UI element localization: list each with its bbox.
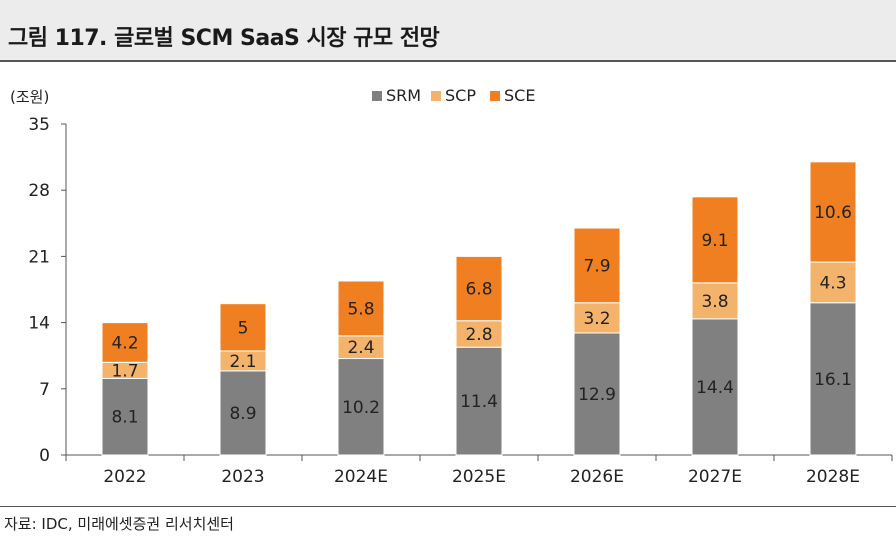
data-label-srm: 11.4 bbox=[460, 392, 498, 412]
data-label-sce: 5 bbox=[238, 318, 249, 338]
y-tick-label: 14 bbox=[28, 314, 50, 334]
y-tick-label: 21 bbox=[28, 247, 50, 267]
data-label-scp: 2.1 bbox=[229, 352, 256, 372]
data-label-srm: 12.9 bbox=[578, 385, 616, 405]
data-label-srm: 8.1 bbox=[111, 408, 138, 428]
bar-scp bbox=[455, 320, 503, 348]
data-label-sce: 9.1 bbox=[701, 231, 728, 251]
legend-label-sce: SCE bbox=[504, 86, 535, 105]
data-label-srm: 10.2 bbox=[342, 398, 380, 418]
data-label-scp: 1.7 bbox=[111, 361, 138, 381]
legend: SRM SCP SCE bbox=[372, 86, 535, 105]
x-tick-label: 2025E bbox=[452, 467, 506, 487]
legend-swatch-sce bbox=[490, 91, 500, 101]
bar-scp bbox=[573, 302, 621, 334]
y-axis-unit-label: (조원) bbox=[10, 88, 49, 106]
source-note: 자료: IDC, 미래에셋증권 리서치센터 bbox=[4, 515, 234, 533]
bar-srm bbox=[455, 346, 503, 456]
legend-label-scp: SCP bbox=[445, 86, 476, 105]
data-label-srm: 14.4 bbox=[696, 378, 734, 398]
bar-sce bbox=[337, 280, 385, 337]
figure-title: 그림 117. 글로벌 SCM SaaS 시장 규모 전망 bbox=[8, 26, 440, 51]
y-axis: 0 7 14 21 28 35 bbox=[28, 115, 67, 466]
bar-sce bbox=[691, 196, 739, 284]
y-tick-label: 7 bbox=[39, 380, 50, 400]
data-label-scp: 2.4 bbox=[347, 338, 374, 358]
data-label-scp: 3.8 bbox=[701, 292, 728, 312]
y-tick-label: 0 bbox=[39, 446, 50, 466]
bar-srm bbox=[809, 302, 857, 456]
data-label-scp: 3.2 bbox=[583, 309, 610, 329]
x-tick-label: 2027E bbox=[688, 467, 742, 487]
data-label-sce: 5.8 bbox=[347, 299, 374, 319]
bar-scp bbox=[691, 282, 739, 320]
footer-divider bbox=[0, 506, 896, 507]
data-label-sce: 4.2 bbox=[111, 333, 138, 353]
title-bar bbox=[0, 0, 896, 60]
bar-sce bbox=[219, 303, 267, 352]
legend-swatch-srm bbox=[372, 91, 382, 101]
x-tick-label: 2026E bbox=[570, 467, 624, 487]
x-tick-label: 2028E bbox=[806, 467, 860, 487]
legend-swatch-scp bbox=[431, 91, 441, 101]
bar-sce bbox=[101, 322, 149, 363]
data-label-sce: 7.9 bbox=[583, 256, 610, 276]
data-labels: 8.1 1.7 4.2 8.9 2.1 5 10.2 2.4 5.8 11.4 2.8 6.8 12.9… bbox=[111, 203, 851, 428]
bar-sce bbox=[573, 227, 621, 304]
data-label-sce: 6.8 bbox=[465, 280, 492, 300]
legend-label-srm: SRM bbox=[386, 86, 421, 105]
bar-sce bbox=[809, 161, 857, 263]
bar-srm bbox=[101, 377, 149, 456]
x-tick-label: 2024E bbox=[334, 467, 388, 487]
bars bbox=[101, 161, 857, 456]
data-label-sce: 10.6 bbox=[814, 203, 852, 223]
y-tick-label: 35 bbox=[28, 115, 50, 135]
bar-srm bbox=[337, 358, 385, 456]
x-tick-label: 2022 bbox=[103, 467, 146, 487]
title-divider bbox=[0, 60, 896, 62]
data-label-scp: 4.3 bbox=[819, 273, 846, 293]
bar-srm bbox=[219, 370, 267, 456]
data-label-srm: 16.1 bbox=[814, 370, 852, 390]
x-tick-label: 2023 bbox=[221, 467, 264, 487]
bar-sce bbox=[455, 255, 503, 322]
data-label-scp: 2.8 bbox=[465, 325, 492, 345]
y-tick-label: 28 bbox=[28, 181, 50, 201]
data-label-srm: 8.9 bbox=[229, 404, 256, 424]
x-axis: 2022 2023 2024E 2025E 2026E 2027E 2028E bbox=[65, 454, 893, 487]
